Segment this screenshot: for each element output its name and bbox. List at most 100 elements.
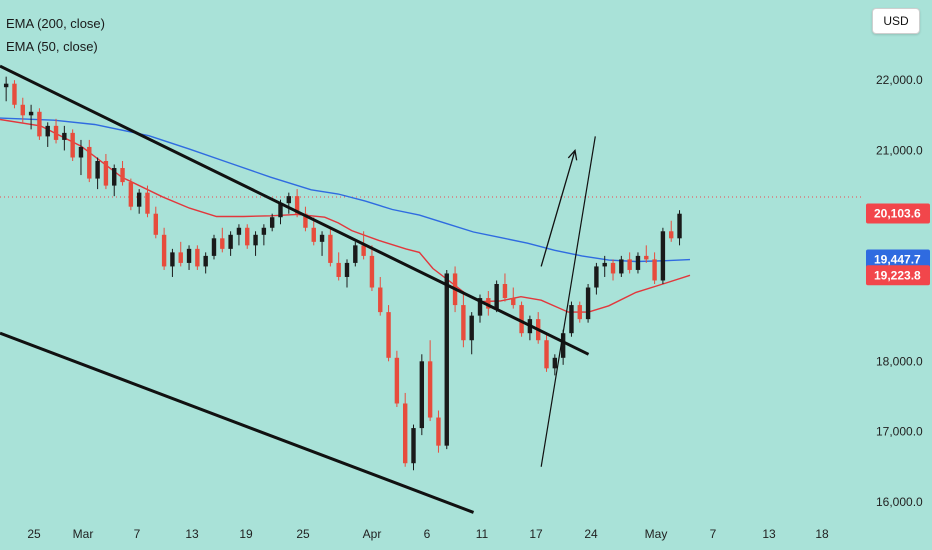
forecast-arrow[interactable] (540, 150, 576, 267)
x-tick-label: May (645, 527, 668, 541)
candle-body (652, 259, 657, 281)
candle-body (211, 238, 217, 256)
candle-body (253, 234, 258, 246)
candle (602, 255, 607, 277)
candle (477, 294, 483, 323)
x-tick-label: 13 (185, 527, 199, 541)
x-tick-label: 17 (529, 527, 543, 541)
ema50-line (0, 118, 691, 313)
candle-body (103, 161, 109, 186)
currency-button[interactable]: USD (872, 8, 920, 34)
projection-line[interactable] (540, 136, 596, 467)
candle (12, 80, 17, 109)
candle-body (677, 213, 682, 239)
candle-body (619, 259, 624, 274)
lower-trendline[interactable] (0, 331, 475, 514)
candle (486, 291, 491, 316)
candle-body (635, 255, 641, 270)
candle-body (62, 132, 67, 140)
candle (344, 259, 350, 288)
candle (610, 259, 616, 281)
candle (37, 108, 42, 140)
candle (319, 231, 325, 256)
candle-body (610, 262, 616, 274)
last-price-label: 20,103.6 (874, 206, 921, 220)
candle-body (419, 361, 425, 429)
candle-body (361, 245, 366, 256)
candle (136, 189, 142, 214)
candle-body (261, 227, 267, 235)
indicator-legend: EMA (200, close) EMA (50, close) (6, 12, 105, 58)
ema200-line-group (0, 117, 691, 263)
candle-body (386, 312, 391, 358)
candle-body (502, 284, 508, 299)
candle (544, 333, 549, 372)
candle-body (153, 213, 158, 235)
candle (444, 269, 449, 450)
candle (511, 287, 516, 309)
upper-trendline[interactable] (0, 64, 590, 356)
candle (20, 97, 25, 123)
candle-body (95, 161, 100, 179)
ema50-value-tag: 19,223.8 (866, 265, 930, 286)
x-tick-label: 19 (239, 527, 253, 541)
candle-body (112, 168, 117, 186)
last-price-tag: 20,103.6 (866, 203, 930, 224)
candle-body (627, 259, 632, 270)
candle-body (336, 262, 341, 277)
candle-body (245, 227, 250, 246)
candle (427, 340, 433, 422)
trendlines-group[interactable] (0, 64, 596, 514)
candle-body (203, 255, 208, 267)
candle-body (78, 146, 84, 158)
candle (170, 248, 175, 277)
candle-body (228, 234, 233, 249)
y-axis[interactable]: 22,000.0 21,000.0 18,000.0 17,000.0 16,000.0 (876, 73, 923, 509)
candle (469, 312, 474, 355)
candle-body (145, 192, 150, 214)
candle-body (494, 284, 499, 309)
candle-body (178, 252, 183, 263)
candle-body (560, 333, 566, 358)
x-tick-label: Apr (363, 527, 382, 541)
candle-body (519, 305, 524, 334)
candle-body (37, 111, 42, 137)
legend-ema200[interactable]: EMA (200, close) (6, 16, 105, 31)
candle-body (3, 83, 9, 88)
candle-body (53, 125, 59, 140)
candle (419, 354, 425, 436)
candle (660, 227, 666, 284)
candle-body (70, 132, 75, 158)
candle-body (236, 227, 242, 235)
candle-body (286, 196, 292, 204)
candle-body (660, 231, 666, 281)
candle-body (136, 192, 142, 207)
candle (211, 234, 217, 260)
ema200-value-tag: 19,447.7 (866, 249, 930, 270)
candle (369, 245, 375, 292)
candle (228, 231, 233, 256)
candle (436, 410, 441, 453)
candle-body (195, 248, 200, 267)
candle (70, 129, 75, 161)
candle (195, 245, 200, 270)
candle (186, 245, 192, 270)
x-tick-label: Mar (73, 527, 94, 541)
candle (635, 252, 641, 274)
candle (3, 76, 9, 102)
candle (644, 245, 649, 263)
x-axis[interactable]: 25 Mar 7 13 19 25 Apr 6 11 17 24 May 7 13 18 (27, 527, 829, 541)
ema200-value-label: 19,447.7 (874, 253, 921, 267)
candle-body (469, 315, 474, 341)
y-tick-label: 16,000.0 (876, 495, 923, 509)
candle (677, 210, 682, 246)
candle-body (328, 234, 333, 263)
candle-body (344, 262, 350, 277)
legend-ema50[interactable]: EMA (50, close) (6, 39, 98, 54)
candle-body (269, 217, 275, 228)
candle (353, 241, 358, 267)
price-tags: 20,103.6 19,447.719,223.8 (866, 203, 930, 286)
candle (128, 178, 134, 211)
ema200-line (0, 117, 691, 263)
